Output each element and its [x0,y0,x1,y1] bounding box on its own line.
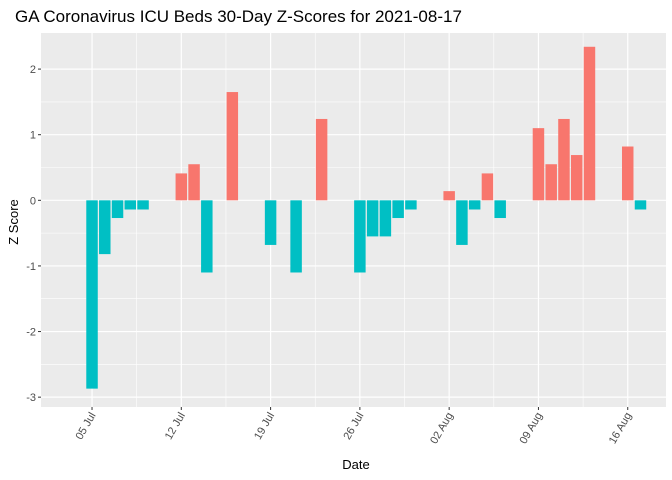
bar [226,92,239,201]
y-tick-label: 1 [30,130,36,142]
bar [188,164,200,201]
bar [634,200,647,210]
bar [545,164,557,201]
x-axis-title: Date [342,457,369,472]
y-tick-label: -1 [26,261,36,273]
bar [443,191,455,201]
bar [175,173,188,201]
bar [532,128,545,201]
y-tick-label: -3 [26,392,36,404]
x-axis: 05 Jul 12 Jul 19 Jul 26 Jul 02 Aug 09 Aug 16 A… [74,407,635,447]
bar [494,200,506,219]
bar [558,118,570,201]
x-tick-label: 19 Jul [252,411,277,442]
y-tick-label: 2 [30,64,36,76]
y-tick-label: -2 [26,327,36,339]
bar [570,155,583,201]
bar [111,200,124,219]
x-tick-label: 12 Jul [163,411,188,442]
bar [201,200,213,273]
bars [86,46,647,389]
y-axis-title: Z Score [6,199,21,245]
x-tick-label: 05 Jul [74,411,99,442]
x-tick-label: 02 Aug [428,411,456,447]
bar [264,200,277,245]
x-tick-label: 26 Jul [341,411,366,442]
y-tick-label: 0 [30,195,36,207]
plot-panel [41,33,666,407]
bar [315,118,328,201]
bar [583,46,596,201]
minor-gridlines [41,33,666,407]
bar [99,200,111,255]
bar [86,200,98,389]
bar [366,200,379,237]
bar [456,200,468,245]
bar [392,200,404,219]
bar [468,200,481,210]
bar [481,173,494,201]
bar [290,200,302,273]
x-tick-label: 16 Aug [607,411,635,447]
bar [621,146,634,201]
bar [405,200,417,210]
y-axis: -3 -2 -1 0 1 2 [26,64,41,404]
x-tick-label: 09 Aug [518,411,546,447]
chart-title: GA Coronavirus ICU Beds 30-Day Z-Scores … [15,7,462,26]
bar [137,200,149,210]
bar [379,200,392,237]
bar [354,200,366,273]
bar [124,200,137,210]
